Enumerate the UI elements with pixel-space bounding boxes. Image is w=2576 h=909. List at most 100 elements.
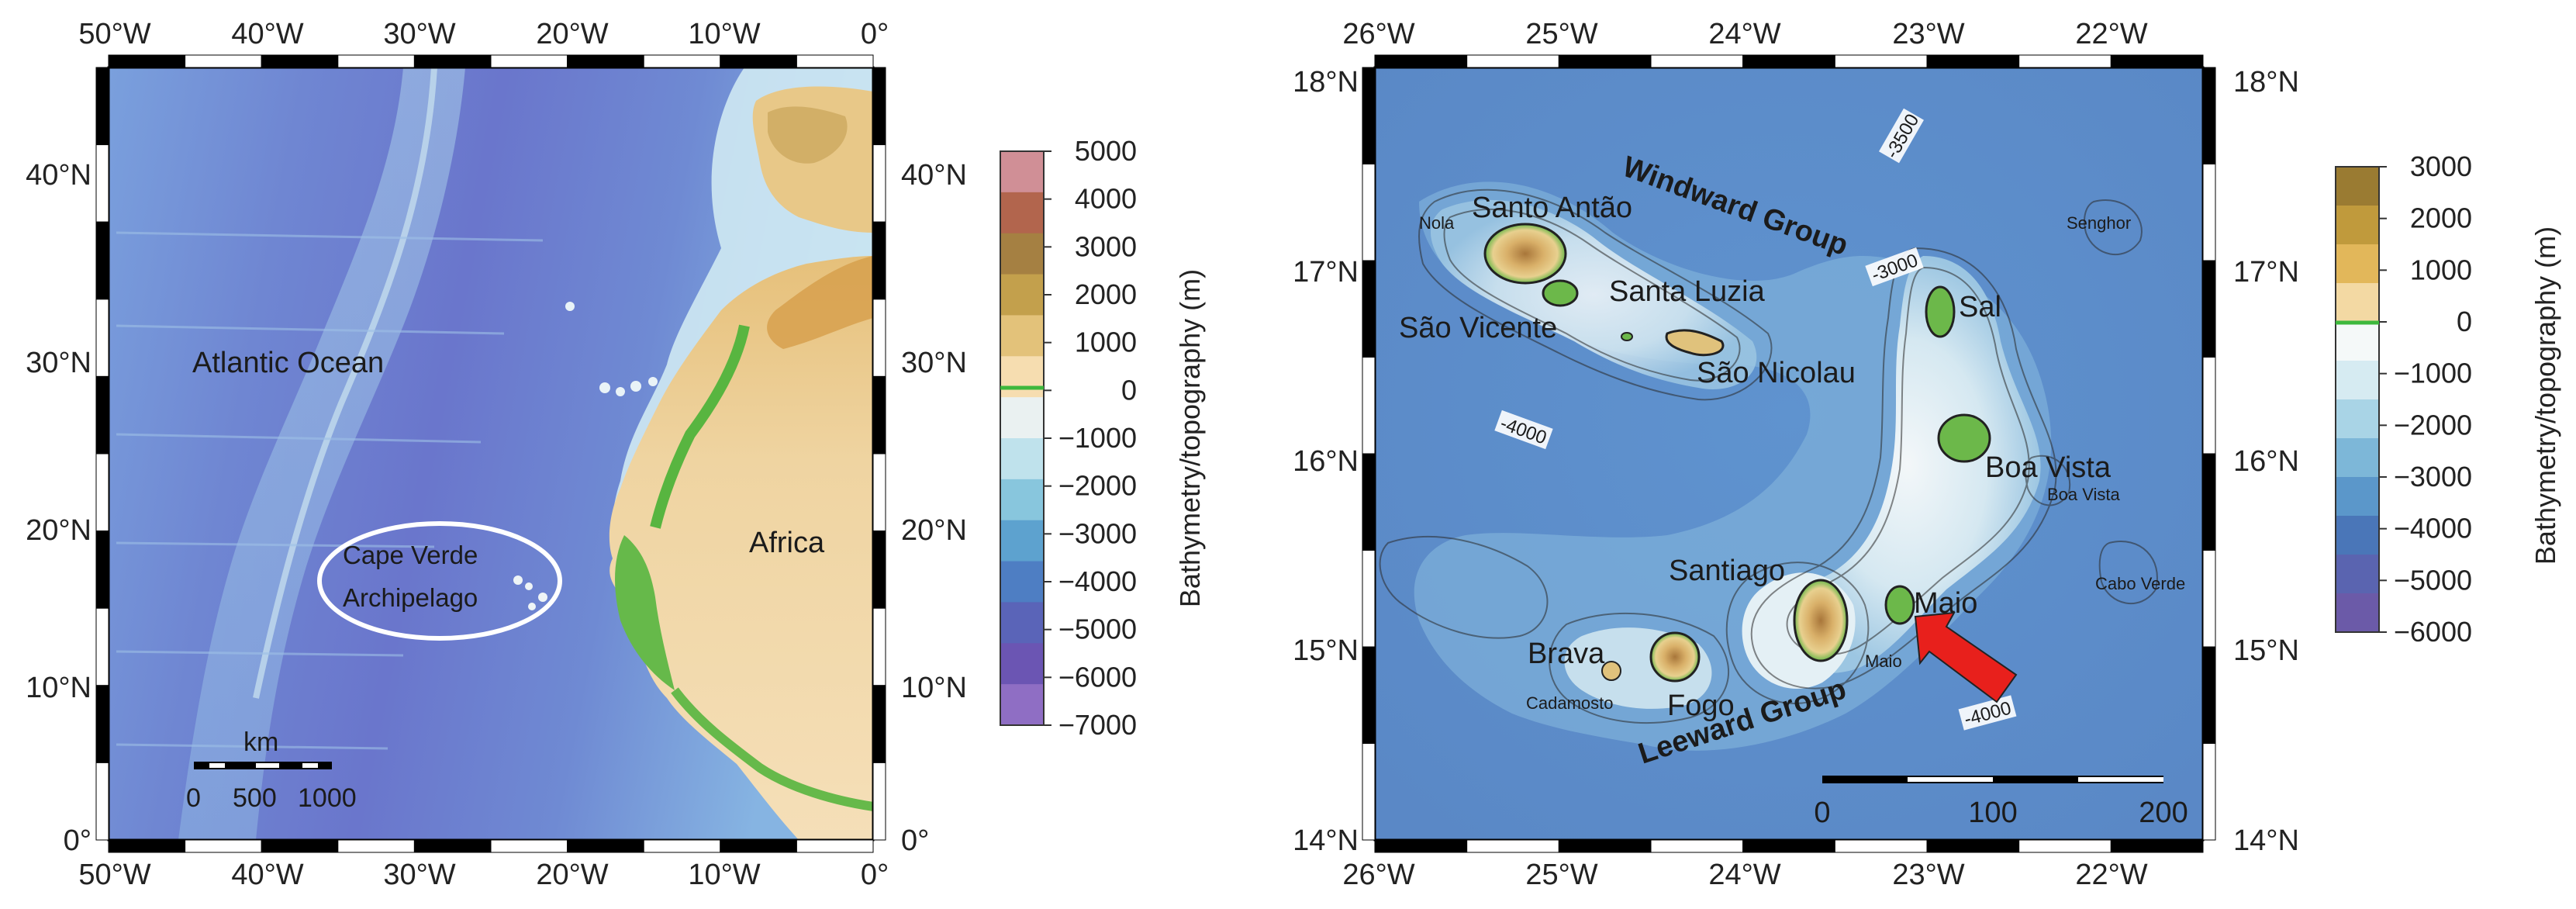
scale-tick-1000: 1000 bbox=[298, 783, 357, 813]
left-map-frame-left bbox=[95, 685, 109, 763]
right-colorbar-band-6 bbox=[2336, 399, 2379, 439]
left-map-frame-right bbox=[872, 144, 886, 223]
left-colorbar-bands bbox=[1000, 151, 1044, 726]
left-colorbar-band-8 bbox=[1000, 479, 1044, 521]
left-colorbar-tick-label: 2000 bbox=[1075, 278, 1137, 310]
left-lon-labels-top: 50°W 40°W 30°W 20°W 10°W 0° bbox=[78, 18, 889, 50]
left-map-frame-top bbox=[261, 54, 339, 68]
right-map-frame-top bbox=[1742, 54, 1835, 68]
label-nola-seamount: Nola bbox=[1419, 213, 1455, 233]
lat-right-18n: 18°N bbox=[2233, 66, 2299, 99]
lon-top-20w: 20°W bbox=[536, 18, 608, 50]
left-colorbar-tick-label: 5000 bbox=[1075, 135, 1137, 167]
left-map-frame-top bbox=[108, 54, 186, 68]
lon-bottom-25w: 25°W bbox=[1525, 859, 1597, 891]
left-map-frame-right bbox=[872, 685, 886, 763]
island-sao-vicente bbox=[1542, 279, 1579, 307]
right-map: -3500 -3000 -4000 -4000 bbox=[1293, 18, 2561, 891]
right-map-frame-bottom bbox=[1742, 839, 1835, 853]
bathymetric-contours bbox=[1379, 188, 2158, 724]
left-colorbar-tick-label: −3000 bbox=[1058, 517, 1137, 549]
lon-top-25w: 25°W bbox=[1525, 18, 1597, 50]
left-lat-labels-left: 0° 10°N 20°N 30°N 40°N bbox=[26, 159, 92, 857]
left-map-frame-bottom bbox=[567, 839, 644, 853]
right-map-frame-right bbox=[2202, 164, 2216, 261]
left-map-frame-top bbox=[413, 54, 492, 68]
left-map-frame-bottom bbox=[643, 839, 721, 853]
lon-top-50w: 50°W bbox=[78, 18, 150, 50]
left-colorbar-band-2 bbox=[1000, 233, 1044, 275]
island-santa-luzia bbox=[1621, 332, 1633, 341]
lon-bottom-23w: 23°W bbox=[1892, 859, 1964, 891]
lat-left-15n: 15°N bbox=[1293, 634, 1359, 667]
label-sao-nicolau: São Nicolau bbox=[1697, 357, 1856, 389]
island-maio bbox=[1884, 585, 1915, 625]
canary-islands bbox=[565, 302, 658, 396]
left-colorbar-band-1 bbox=[1000, 192, 1044, 234]
fracture-zones bbox=[116, 231, 544, 750]
right-map-frame-bottom bbox=[1834, 839, 1928, 853]
left-colorbar-band-7 bbox=[1000, 438, 1044, 480]
left-colorbar-tick-label: −7000 bbox=[1058, 709, 1137, 741]
lon-bottom-26w: 26°W bbox=[1342, 859, 1414, 891]
label-sao-vicente: São Vicente bbox=[1399, 312, 1557, 344]
right-map-frame-left bbox=[1362, 743, 1376, 841]
lat-left-17n: 17°N bbox=[1293, 256, 1359, 289]
right-colorbar: 3000 2000 1000 0 −1000 −2000 −3000 −4000 −5000 −6… bbox=[2335, 150, 2561, 648]
label-santa-luzia: Santa Luzia bbox=[1609, 275, 1766, 308]
left-colorbar-band-9 bbox=[1000, 520, 1044, 562]
left-colorbar-tick-label: 3000 bbox=[1075, 230, 1137, 262]
right-map-frame-right bbox=[2202, 357, 2216, 454]
lon-top-26w: 26°W bbox=[1342, 18, 1414, 50]
right-lon-labels-bottom: 26°W 25°W 24°W 23°W 22°W bbox=[1342, 859, 2147, 891]
lon-top-24w: 24°W bbox=[1708, 18, 1780, 50]
right-colorbar-tick-label: −2000 bbox=[2394, 409, 2472, 441]
lon-top-22w: 22°W bbox=[2075, 18, 2147, 50]
right-map-frame-right bbox=[2202, 743, 2216, 841]
left-map-relief bbox=[109, 67, 873, 840]
right-map-frame-top bbox=[1834, 54, 1928, 68]
left-lat-labels-right: 0° 10°N 20°N 30°N 40°N bbox=[901, 159, 967, 857]
right-map-frame-ticks bbox=[1362, 54, 2216, 853]
island-labels: Santo Antão São Vicente Santa Luzia São … bbox=[1399, 192, 2112, 722]
left-colorbar-band-6 bbox=[1000, 397, 1044, 439]
lat-right-20n: 20°N bbox=[901, 514, 967, 547]
label-santo-antao: Santo Antão bbox=[1472, 192, 1632, 224]
right-map-frame-right bbox=[2202, 550, 2216, 648]
lat-right-30n: 30°N bbox=[901, 347, 967, 379]
right-colorbar-bands bbox=[2336, 167, 2379, 633]
island-sao-nicolau bbox=[1665, 329, 1725, 357]
left-map-frame-left bbox=[95, 221, 109, 300]
left-map-frame-left bbox=[95, 453, 109, 532]
right-map-relief: -3500 -3000 -4000 -4000 bbox=[1375, 67, 2203, 840]
right-lat-labels-left: 14°N 15°N 16°N 17°N 18°N bbox=[1293, 66, 1359, 857]
right-map-frame-bottom bbox=[1650, 839, 1744, 853]
left-map-frame-left bbox=[95, 375, 109, 454]
left-map-frame-left bbox=[95, 144, 109, 223]
island-sal bbox=[1925, 285, 1956, 338]
island-brava bbox=[1601, 661, 1621, 681]
right-colorbar-band-3 bbox=[2336, 283, 2379, 323]
right-scale-tick-200: 200 bbox=[2139, 797, 2188, 829]
lat-left-14n: 14°N bbox=[1293, 824, 1359, 857]
lat-right-40n: 40°N bbox=[901, 159, 967, 192]
right-colorbar-band-1 bbox=[2336, 206, 2379, 245]
label-cabo-verde-seamount: Cabo Verde bbox=[2095, 574, 2185, 593]
left-map-frame-bottom bbox=[337, 839, 415, 853]
label-cape-verde: Cape Verde bbox=[343, 541, 478, 569]
lon-bottom-24w: 24°W bbox=[1708, 859, 1780, 891]
lat-right-14n: 14°N bbox=[2233, 824, 2299, 857]
islands bbox=[1483, 223, 1991, 683]
right-map-frame-right bbox=[2202, 646, 2216, 744]
label-maio: Maio bbox=[1914, 587, 1977, 620]
left-scale-bar: km 0 500 1000 bbox=[186, 728, 357, 813]
right-map-frame-top bbox=[1466, 54, 1559, 68]
left-colorbar-tick-label: 1000 bbox=[1075, 327, 1137, 358]
left-colorbar-tick-label: 4000 bbox=[1075, 183, 1137, 215]
label-boa-vista: Boa Vista bbox=[1985, 451, 2112, 484]
island-santiago bbox=[1793, 579, 1849, 662]
scale-tick-500: 500 bbox=[233, 783, 277, 813]
left-colorbar-tick-label: −4000 bbox=[1058, 565, 1137, 597]
right-colorbar-band-0 bbox=[2336, 167, 2379, 206]
right-map-frame-right bbox=[2202, 67, 2216, 164]
